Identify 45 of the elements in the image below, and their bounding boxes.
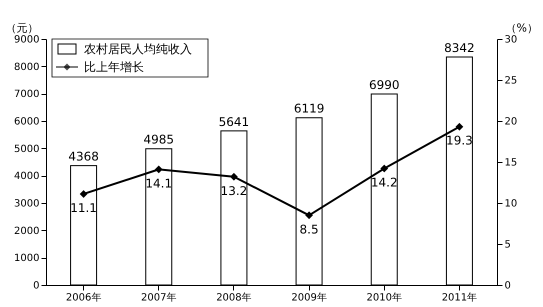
y-axis-title: （元） bbox=[6, 22, 38, 34]
data-label: 4985 bbox=[143, 132, 174, 147]
legend-label: 农村居民人均纯收入 bbox=[84, 42, 192, 56]
y-tick-label: 0 bbox=[33, 280, 40, 292]
y-tick-label: 5000 bbox=[14, 144, 40, 155]
data-label: 8342 bbox=[444, 40, 475, 55]
data-label: 11.1 bbox=[70, 200, 97, 215]
y2-tick-label: 25 bbox=[504, 76, 518, 86]
data-label: 14.1 bbox=[145, 176, 172, 190]
data-label: 4368 bbox=[68, 150, 99, 164]
point bbox=[230, 172, 238, 181]
x-tick-label: 2009年 bbox=[291, 292, 327, 304]
y2-tick-label: 0 bbox=[504, 280, 511, 292]
y-tick-label: 7000 bbox=[14, 89, 40, 100]
point bbox=[305, 211, 313, 220]
y-tick-label: 8000 bbox=[14, 62, 40, 73]
point bbox=[80, 190, 88, 198]
legend-label: 比上年增长 bbox=[84, 60, 144, 74]
data-label: 14.2 bbox=[370, 176, 398, 190]
data-label: 5641 bbox=[218, 114, 250, 129]
y-tick-label: 1000 bbox=[14, 253, 40, 264]
y2-tick-label: 5 bbox=[504, 240, 511, 250]
y-tick-label: 3000 bbox=[14, 198, 40, 210]
point bbox=[456, 122, 464, 131]
data-label: 6990 bbox=[368, 78, 400, 92]
y-tick-label: 4000 bbox=[14, 171, 40, 182]
x-tick-label: 2008年 bbox=[216, 292, 252, 304]
point bbox=[154, 166, 163, 174]
x-tick-label: 2007年 bbox=[141, 292, 176, 304]
data-label: 8.5 bbox=[300, 222, 319, 236]
y2-tick-label: 15 bbox=[504, 158, 518, 168]
x-tick-label: 2006年 bbox=[66, 292, 102, 304]
y-tick-label: 6000 bbox=[14, 116, 40, 128]
y2-axis-title: （%） bbox=[506, 22, 538, 34]
x-tick-label: 2010年 bbox=[366, 292, 402, 304]
y2-tick-label: 10 bbox=[504, 198, 518, 210]
data-label: 19.3 bbox=[446, 134, 473, 148]
data-label: 13.2 bbox=[220, 184, 248, 198]
data-label: 6119 bbox=[294, 102, 324, 116]
y-tick-label: 9000 bbox=[14, 34, 40, 46]
point bbox=[380, 164, 388, 172]
y2-tick-label: 20 bbox=[504, 116, 518, 128]
y2-tick-label: 30 bbox=[504, 34, 518, 46]
x-tick-label: 2011年 bbox=[442, 292, 478, 304]
y-tick-label: 2000 bbox=[14, 226, 40, 237]
